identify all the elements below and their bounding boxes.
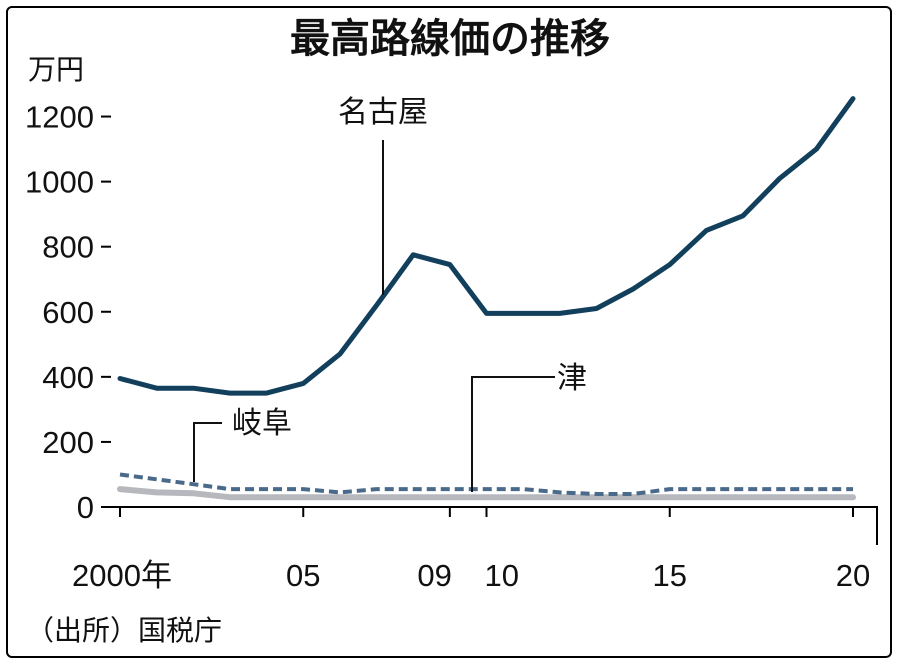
- source-note: （出所）国税庁: [26, 614, 222, 647]
- y-axis-unit: 万円: [28, 53, 84, 86]
- series-label-gifu: 岐阜: [232, 406, 292, 441]
- x-tick-label: 20: [836, 558, 870, 593]
- x-tick-label: 09: [417, 558, 451, 593]
- gifu-leader-line: [193, 422, 222, 482]
- series-label-tsu: 津: [557, 361, 587, 396]
- y-tick-label: 600: [42, 295, 94, 330]
- y-tick-label: 1000: [25, 165, 94, 200]
- tsu-leader-line: [471, 376, 555, 492]
- y-tick-label: 1200: [25, 100, 94, 135]
- x-tick-label: 15: [653, 558, 687, 593]
- series-line-0: [117, 96, 856, 396]
- y-tick-label: 400: [42, 360, 94, 395]
- series-layer: [117, 96, 856, 501]
- y-tick-label: 200: [42, 425, 94, 460]
- y-ticks: 0 200 400 600 800 1000 1200: [25, 100, 111, 525]
- x-ticks: 2000年 05 09 10 15 20: [72, 507, 870, 593]
- chart-title: 最高路線価の推移: [290, 16, 610, 62]
- y-tick-label: 800: [42, 230, 94, 265]
- series-line-1: [119, 472, 853, 496]
- y-tick-label: 0: [77, 490, 94, 525]
- series-label-nagoya: 名古屋: [338, 95, 428, 130]
- x-tick-label: 10: [485, 558, 519, 593]
- x-tick-label: 05: [286, 558, 320, 593]
- x-tick-label: 2000年: [72, 558, 172, 593]
- chart-frame: [6, 6, 892, 658]
